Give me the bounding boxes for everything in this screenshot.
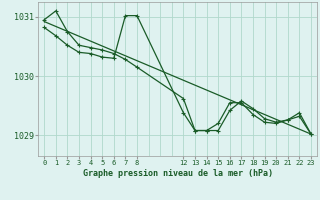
X-axis label: Graphe pression niveau de la mer (hPa): Graphe pression niveau de la mer (hPa)	[83, 169, 273, 178]
